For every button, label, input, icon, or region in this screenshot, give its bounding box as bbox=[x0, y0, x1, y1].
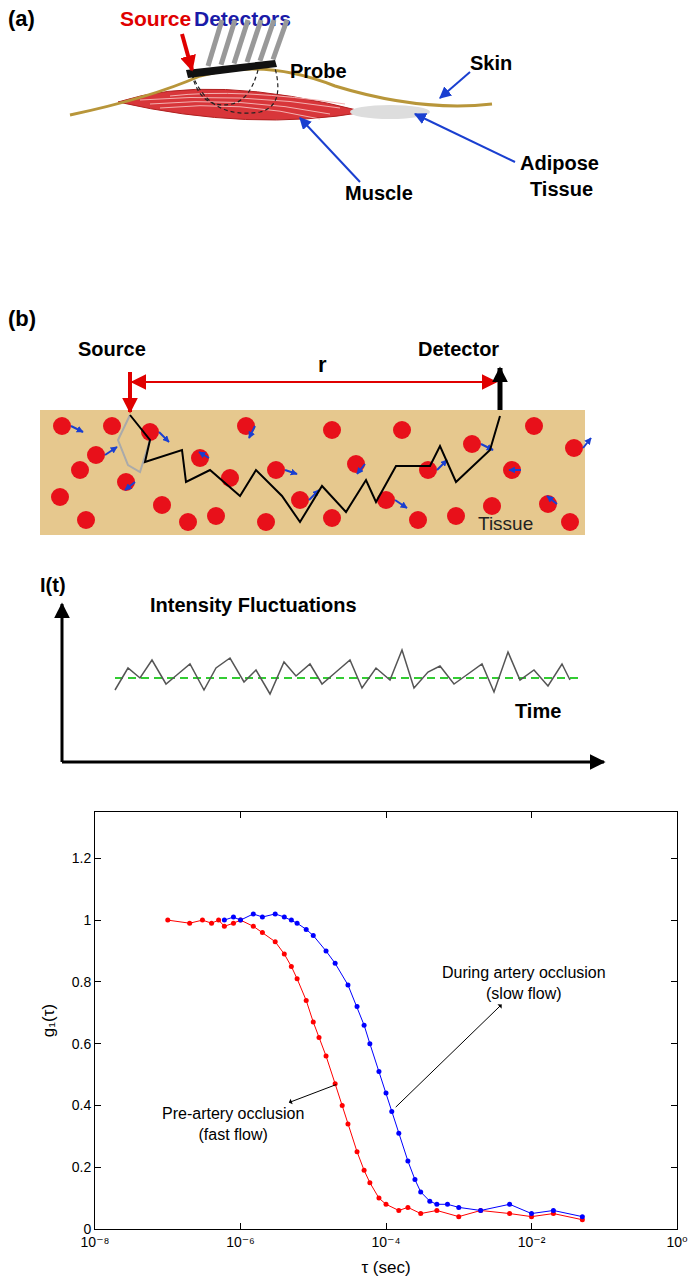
svg-text:r: r bbox=[318, 352, 327, 377]
svg-text:Skin: Skin bbox=[470, 52, 512, 74]
svg-text:During artery occlusion(slow f: During artery occlusion(slow flow) bbox=[442, 964, 606, 1002]
svg-text:10⁻⁸: 10⁻⁸ bbox=[81, 1234, 110, 1250]
svg-text:10⁻⁴: 10⁻⁴ bbox=[372, 1234, 401, 1250]
svg-text:Intensity Fluctuations: Intensity Fluctuations bbox=[150, 594, 357, 616]
svg-text:Muscle: Muscle bbox=[345, 182, 413, 204]
svg-text:Source: Source bbox=[78, 338, 146, 360]
svg-text:(a): (a) bbox=[8, 6, 35, 31]
svg-text:τ (sec): τ (sec) bbox=[361, 1258, 410, 1277]
svg-text:Probe: Probe bbox=[290, 60, 347, 82]
svg-text:1: 1 bbox=[83, 912, 91, 928]
svg-text:10⁻⁶: 10⁻⁶ bbox=[226, 1234, 255, 1250]
svg-text:Source: Source bbox=[120, 7, 191, 30]
svg-text:10⁰: 10⁰ bbox=[666, 1234, 688, 1250]
svg-text:Detectors: Detectors bbox=[194, 7, 291, 30]
svg-text:Time: Time bbox=[515, 700, 561, 722]
svg-text:0: 0 bbox=[83, 1221, 91, 1237]
svg-text:10⁻²: 10⁻² bbox=[518, 1234, 546, 1250]
svg-text:0.8: 0.8 bbox=[72, 974, 92, 990]
svg-text:0.2: 0.2 bbox=[72, 1159, 92, 1175]
svg-text:Detector: Detector bbox=[418, 338, 499, 360]
svg-text:Tissue: Tissue bbox=[478, 513, 533, 534]
svg-text:Adipose: Adipose bbox=[520, 152, 599, 174]
svg-text:g₁(τ): g₁(τ) bbox=[39, 1004, 58, 1037]
svg-text:Tissue: Tissue bbox=[530, 178, 593, 200]
svg-text:1.2: 1.2 bbox=[72, 850, 92, 866]
svg-text:I(t): I(t) bbox=[40, 574, 66, 596]
svg-text:Pre-artery occlusion(fast flow: Pre-artery occlusion(fast flow) bbox=[162, 1105, 304, 1143]
svg-text:0.6: 0.6 bbox=[72, 1036, 92, 1052]
svg-text:(b): (b) bbox=[8, 306, 36, 331]
svg-text:0.4: 0.4 bbox=[72, 1097, 92, 1113]
